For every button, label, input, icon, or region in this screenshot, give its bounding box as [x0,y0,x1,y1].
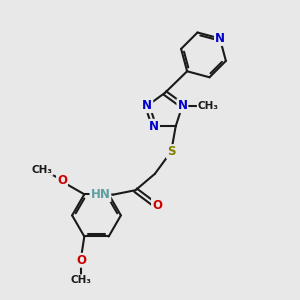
Text: CH₃: CH₃ [198,101,219,111]
Text: N: N [215,32,225,45]
Text: O: O [152,199,162,212]
Text: O: O [76,254,86,267]
Text: O: O [57,173,67,187]
Text: CH₃: CH₃ [71,275,92,285]
Text: N: N [149,120,159,133]
Text: HN: HN [90,188,110,201]
Text: S: S [167,145,176,158]
Text: N: N [177,99,188,112]
Text: N: N [142,99,152,112]
Text: CH₃: CH₃ [32,165,52,175]
